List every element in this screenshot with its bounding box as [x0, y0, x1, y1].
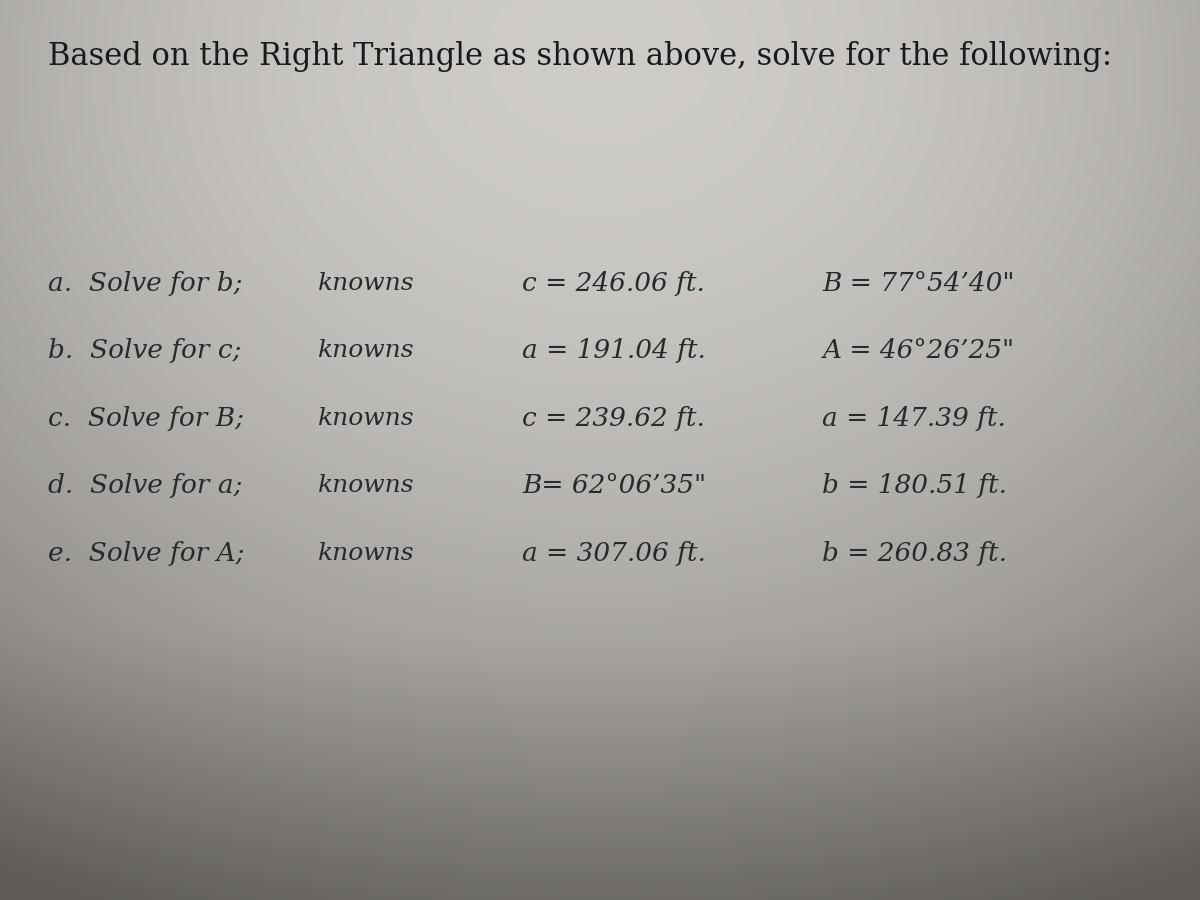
Text: a = 307.06 ft.: a = 307.06 ft.: [522, 541, 706, 566]
Text: B= 62°06’35": B= 62°06’35": [522, 473, 706, 499]
Text: c = 239.62 ft.: c = 239.62 ft.: [522, 406, 704, 431]
Text: a = 191.04 ft.: a = 191.04 ft.: [522, 338, 706, 364]
Text: e.  Solve for A;: e. Solve for A;: [48, 541, 245, 566]
Text: knowns: knowns: [318, 474, 415, 498]
Text: c.  Solve for B;: c. Solve for B;: [48, 406, 244, 431]
Text: a = 147.39 ft.: a = 147.39 ft.: [822, 406, 1006, 431]
Text: knowns: knowns: [318, 339, 415, 363]
Text: Based on the Right Triangle as shown above, solve for the following:: Based on the Right Triangle as shown abo…: [48, 40, 1112, 71]
Text: a.  Solve for b;: a. Solve for b;: [48, 271, 242, 296]
Text: d.  Solve for a;: d. Solve for a;: [48, 473, 242, 499]
Text: B = 77°54’40": B = 77°54’40": [822, 271, 1014, 296]
Text: b.  Solve for c;: b. Solve for c;: [48, 338, 241, 364]
Text: c = 246.06 ft.: c = 246.06 ft.: [522, 271, 704, 296]
Text: knowns: knowns: [318, 542, 415, 565]
Text: knowns: knowns: [318, 407, 415, 430]
Text: b = 180.51 ft.: b = 180.51 ft.: [822, 473, 1007, 499]
Text: knowns: knowns: [318, 272, 415, 295]
Text: b = 260.83 ft.: b = 260.83 ft.: [822, 541, 1007, 566]
Text: A = 46°26’25": A = 46°26’25": [822, 338, 1014, 364]
